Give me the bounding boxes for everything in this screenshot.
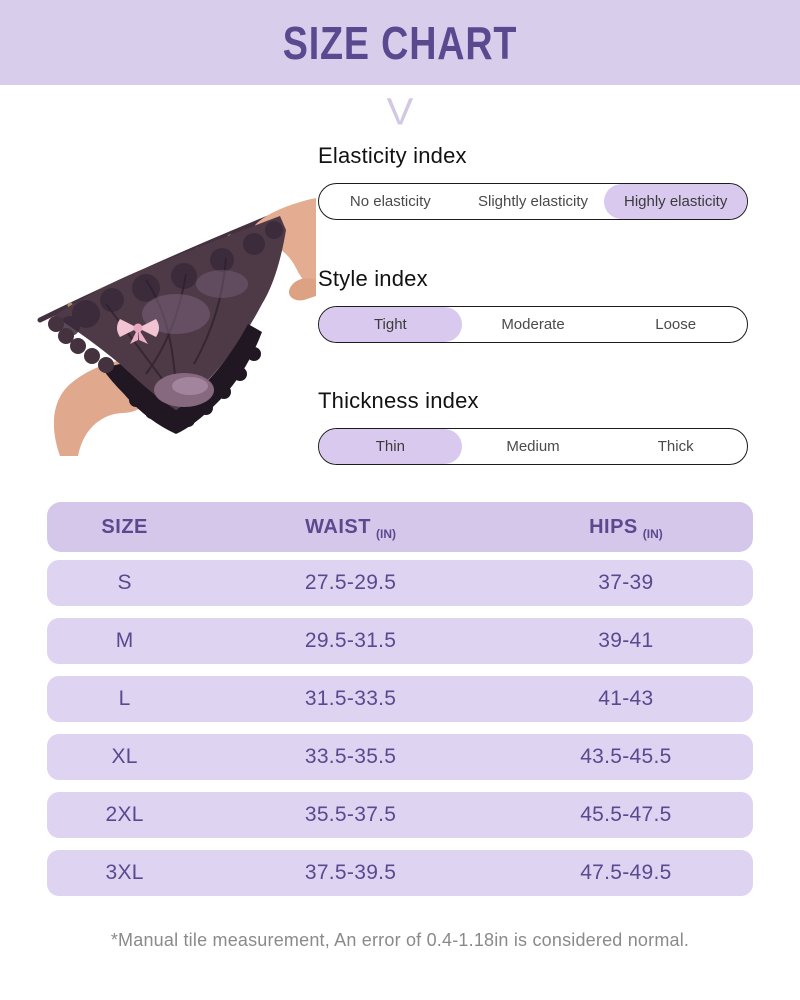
column-header-waist: WAIST (IN) bbox=[305, 515, 396, 541]
column-header-hips: HIPS (IN) bbox=[589, 515, 663, 541]
size-value: 3XL bbox=[105, 861, 144, 884]
elasticity-index-section: Elasticity index No elasticity Slightly … bbox=[318, 143, 748, 220]
waist-value: 35.5-37.5 bbox=[304, 803, 397, 826]
style-index-heading: Style index bbox=[318, 266, 428, 291]
page-title: SIZE CHART bbox=[282, 16, 518, 69]
option-tight[interactable]: Tight bbox=[319, 307, 462, 342]
table-row-3xl: 3XL 37.5-39.5 47.5-49.5 bbox=[47, 850, 753, 896]
table-row-m: M 29.5-31.5 39-41 bbox=[47, 618, 753, 664]
thickness-index-section: Thickness index Thin Medium Thick bbox=[318, 388, 748, 465]
thickness-index-options: Thin Medium Thick bbox=[318, 428, 748, 465]
style-index-section: Style index Tight Moderate Loose bbox=[318, 266, 748, 343]
size-value: 2XL bbox=[105, 803, 144, 826]
elasticity-index-options: No elasticity Slightly elasticity Highly… bbox=[318, 183, 748, 220]
column-header-size: SIZE bbox=[101, 515, 148, 538]
table-row-2xl: 2XL 35.5-37.5 45.5-47.5 bbox=[47, 792, 753, 838]
measurement-footnote: *Manual tile measurement, An error of 0.… bbox=[110, 930, 690, 950]
option-loose[interactable]: Loose bbox=[655, 316, 697, 333]
hips-value: 45.5-47.5 bbox=[580, 803, 672, 826]
style-index-options: Tight Moderate Loose bbox=[318, 306, 748, 343]
table-row-l: L 31.5-33.5 41-43 bbox=[47, 676, 753, 722]
waist-value: 37.5-39.5 bbox=[304, 861, 397, 884]
size-table-header-row: SIZE WAIST (IN) HIPS (IN) bbox=[47, 502, 753, 552]
table-row-s: S 27.5-29.5 37-39 bbox=[47, 560, 753, 606]
option-medium[interactable]: Medium bbox=[506, 438, 560, 455]
elasticity-index-heading: Elasticity index bbox=[318, 143, 467, 168]
size-value: L bbox=[118, 687, 131, 710]
hips-value: 47.5-49.5 bbox=[580, 861, 672, 884]
option-thick[interactable]: Thick bbox=[657, 438, 694, 455]
waist-value: 29.5-31.5 bbox=[304, 629, 397, 652]
waist-value: 31.5-33.5 bbox=[304, 687, 397, 710]
thickness-index-heading: Thickness index bbox=[318, 388, 479, 413]
hips-value: 41-43 bbox=[598, 687, 654, 710]
product-photo-lace-panty bbox=[26, 184, 316, 456]
header-band: SIZE CHART bbox=[0, 0, 800, 85]
pink-bow bbox=[117, 319, 159, 344]
hips-unit: (IN) bbox=[642, 526, 663, 541]
option-moderate[interactable]: Moderate bbox=[501, 316, 565, 333]
option-highly-elasticity[interactable]: Highly elasticity bbox=[604, 184, 747, 219]
hips-value: 39-41 bbox=[598, 629, 654, 652]
table-row-xl: XL 33.5-35.5 43.5-45.5 bbox=[47, 734, 753, 780]
chevron-down-icon: V bbox=[386, 91, 414, 133]
option-thin[interactable]: Thin bbox=[319, 429, 462, 464]
hips-value: 37-39 bbox=[598, 571, 654, 594]
waist-value: 33.5-35.5 bbox=[304, 745, 397, 768]
size-value: M bbox=[115, 629, 134, 652]
option-slightly-elasticity[interactable]: Slightly elasticity bbox=[477, 193, 589, 210]
option-no-elasticity[interactable]: No elasticity bbox=[349, 193, 431, 210]
waist-unit: (IN) bbox=[375, 526, 396, 541]
product-photo-illustration bbox=[37, 198, 316, 456]
waist-value: 27.5-29.5 bbox=[304, 571, 397, 594]
hips-value: 43.5-45.5 bbox=[580, 745, 672, 768]
size-value: XL bbox=[111, 745, 138, 768]
size-value: S bbox=[117, 571, 132, 594]
